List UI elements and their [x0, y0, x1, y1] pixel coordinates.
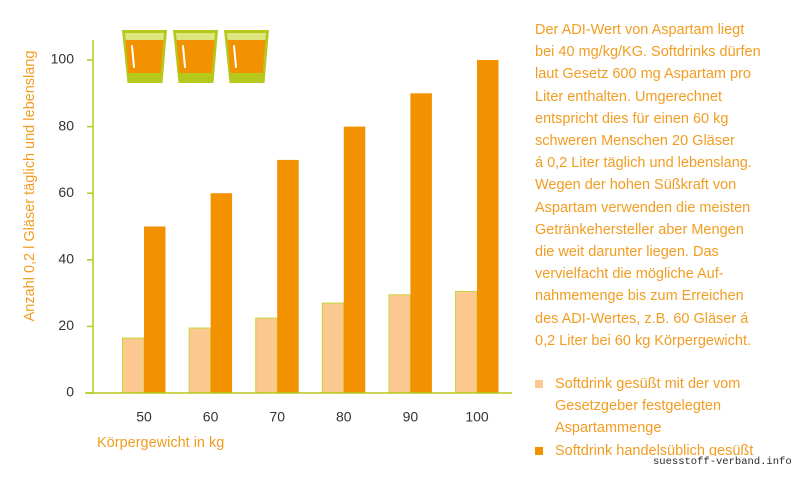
legend-label: Softdrink handelsüblich gesüßt	[555, 442, 754, 459]
glass-liquid	[176, 40, 215, 73]
description-line: Aspartam verwenden die meisten	[535, 199, 751, 216]
bar-legal-limit	[455, 290, 478, 394]
description-line: Liter enthalten. Umgerechnet	[535, 88, 722, 105]
legend-item-legal-limit: Softdrink gesüßt mit der vom Gesetzgeber…	[535, 373, 785, 440]
y-tick-label: 40	[58, 251, 74, 267]
glass-rim	[227, 33, 266, 40]
glass-liquid	[227, 40, 266, 73]
description-line: des ADI-Wertes, z.B. 60 Gläser á	[535, 310, 749, 327]
bar-legal-limit	[388, 294, 411, 394]
description-line: á 0,2 Liter täglich und lebenslang.	[535, 155, 752, 172]
y-tick-label: 60	[58, 184, 74, 200]
bar-commercial	[210, 193, 233, 393]
glass-reflection	[131, 45, 135, 68]
description-line: Der ADI-Wert von Aspartam liegt	[535, 22, 745, 38]
description-line: Wegen der hohen Süßkraft von	[535, 177, 737, 194]
description-line: nahmemenge bis zum Erreichen	[535, 288, 744, 305]
x-tick-label: 100	[465, 409, 489, 425]
description-text: Der ADI-Wert von Aspartam liegt bei 40 m…	[535, 19, 797, 352]
glass-reflection	[233, 45, 237, 68]
glass-icon	[122, 30, 167, 83]
glass-icon	[173, 30, 218, 83]
description-line: 0,2 Liter bei 60 kg Körpergewicht.	[535, 332, 752, 349]
legend-swatch	[535, 380, 543, 388]
glass-icon	[224, 30, 269, 83]
glass-rim	[125, 33, 164, 40]
bar-commercial	[277, 159, 299, 393]
description-line: die weit darunter liegen. Das	[535, 244, 719, 261]
x-tick-label: 60	[203, 409, 219, 425]
y-axis-ticks: 0 20 40 60 80 100	[51, 51, 93, 400]
x-tick-label: 80	[336, 409, 352, 425]
y-tick-label: 20	[58, 317, 74, 333]
bar-commercial	[144, 226, 166, 393]
y-tick-label: 80	[58, 117, 74, 133]
glass-rim	[176, 33, 215, 40]
y-tick-label: 0	[66, 384, 74, 400]
description-line: entspricht dies für einen 60 kg	[535, 110, 729, 127]
description-line: bei 40 mg/kg/KG. Softdrinks dürfen	[535, 44, 761, 61]
legend-swatch	[535, 446, 543, 455]
bar-group	[122, 60, 499, 394]
bar-legal-limit	[188, 327, 212, 394]
x-tick-label: 50	[136, 409, 152, 425]
legend: Softdrink gesüßt mit der vom Gesetzgeber…	[535, 373, 785, 462]
description-line: Getränkehersteller aber Mengen	[535, 221, 744, 238]
bar-legal-limit	[255, 317, 278, 394]
glass-icon-row	[122, 30, 269, 83]
description-line: schweren Menschen 20 Gläser	[535, 133, 735, 150]
x-tick-label: 70	[269, 409, 285, 425]
bar-commercial	[343, 126, 366, 393]
legend-item-commercial: Softdrink handelsüblich gesüßt	[535, 440, 785, 462]
description-line: laut Gesetz 600 mg Aspartam pro	[535, 66, 751, 83]
bar-legal-limit	[321, 302, 345, 394]
bar-commercial	[477, 60, 499, 393]
y-tick-label: 100	[51, 51, 75, 67]
watermark: suesstoff-verband.info	[651, 456, 794, 469]
legend-label: Softdrink gesüßt mit der vom Gesetzgeber…	[555, 376, 741, 437]
x-axis-ticks: 50 60 70 80 90 100	[136, 409, 489, 425]
bar-commercial	[410, 93, 432, 394]
bar-legal-limit	[122, 337, 145, 394]
x-tick-label: 90	[403, 409, 419, 425]
bar-chart: 0 20 40 60 80 100 50 60 70 80 90 100 Anzahl 0,2 l …	[22, 30, 512, 451]
x-axis-title: Körpergewicht in kg	[97, 435, 224, 451]
glass-liquid	[125, 40, 164, 73]
y-axis-title: Anzahl 0,2 l Gläser täglich und lebensla…	[22, 51, 38, 322]
glass-reflection	[182, 45, 186, 68]
description-line: vervielfacht die mögliche Auf-	[535, 266, 724, 283]
